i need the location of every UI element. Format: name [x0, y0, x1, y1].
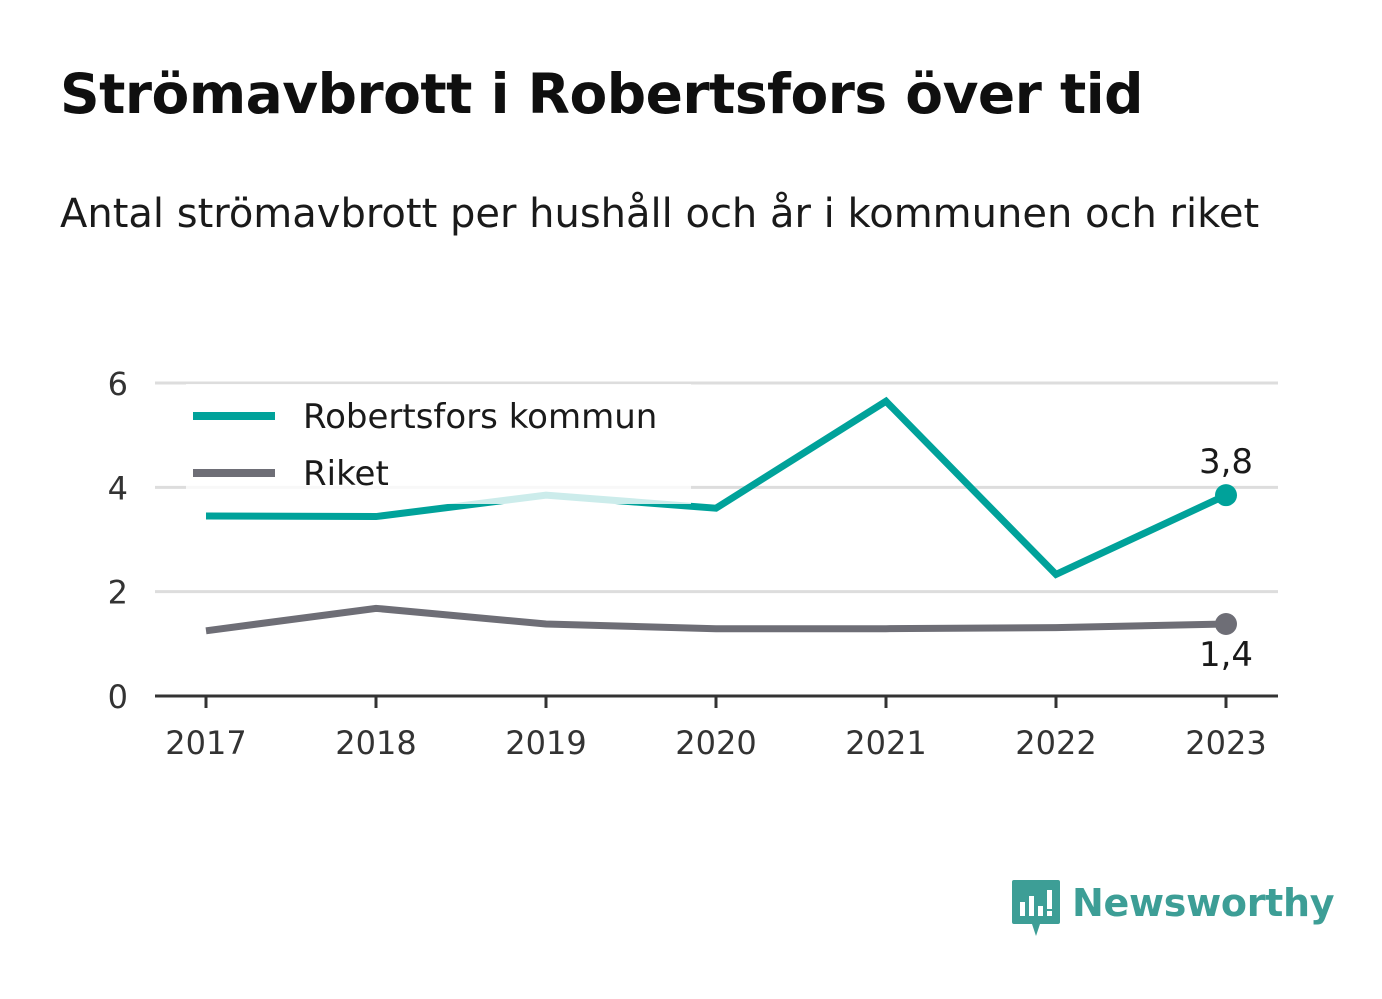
series-line-riket — [205, 604, 1227, 635]
chart-title: Strömavbrott i Robertsfors över tid — [60, 62, 1144, 126]
chart-subtitle: Antal strömavbrott per hushåll och år i … — [60, 191, 1260, 237]
y-tick-label: 2 — [108, 574, 128, 612]
legend-label: Riket — [303, 454, 389, 494]
x-tick-label: 2020 — [675, 724, 756, 762]
newsworthy-logo-icon — [1012, 880, 1060, 936]
x-tick-label: 2019 — [505, 724, 586, 762]
x-tick-label: 2021 — [845, 724, 926, 762]
series-line-robertsfors — [205, 396, 1228, 579]
x-tick-label: 2023 — [1185, 724, 1266, 762]
y-tick-label: 6 — [108, 365, 128, 403]
end-value-label: 3,8 — [1199, 442, 1253, 482]
end-point-marker — [1215, 613, 1237, 636]
x-tick-label: 2017 — [165, 724, 246, 762]
y-tick-label: 0 — [108, 678, 128, 716]
x-tick-label: 2022 — [1015, 724, 1096, 762]
x-tick-label: 2018 — [335, 724, 416, 762]
legend-background — [186, 384, 691, 504]
end-value-label: 1,4 — [1199, 635, 1253, 675]
brand-name: Newsworthy — [1072, 881, 1335, 925]
legend-label: Robertsfors kommun — [303, 397, 657, 437]
y-tick-label: 4 — [108, 469, 128, 507]
end-point-marker — [1215, 484, 1237, 507]
brand-logo: Newsworthy — [1010, 878, 1335, 940]
